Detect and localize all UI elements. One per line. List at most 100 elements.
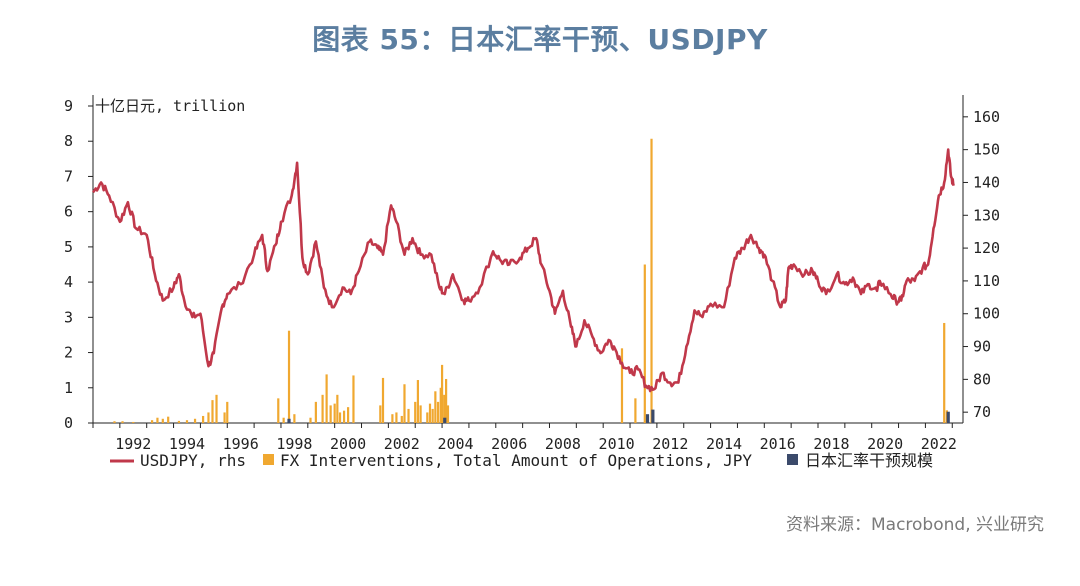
y-right-tick-label: 100 — [973, 305, 1000, 323]
x-tick-label: 1992 — [115, 435, 151, 453]
y-right-tick-label: 150 — [973, 141, 1000, 159]
fx-intervention-bar — [431, 408, 434, 423]
fx-intervention-bar — [419, 405, 422, 423]
fx-intervention-bar — [403, 384, 406, 423]
jp-intervention-bar — [287, 418, 291, 423]
fx-intervention-bar — [381, 377, 385, 423]
fx-intervention-bar — [223, 412, 226, 423]
x-tick-label: 1998 — [276, 435, 312, 453]
usdjpy-line — [91, 148, 955, 393]
fx-intervention-bar — [943, 322, 946, 423]
fx-intervention-bar — [177, 420, 181, 423]
fx-intervention-bar — [426, 412, 429, 423]
fx-intervention-bar — [207, 412, 210, 423]
fx-intervention-bar — [321, 394, 324, 423]
fx-intervention-bar — [121, 421, 124, 423]
y-left-tick-label: 7 — [64, 167, 73, 185]
fx-intervention-bar — [379, 405, 382, 423]
fx-intervention-bar — [436, 401, 440, 423]
fx-intervention-bar — [314, 401, 317, 423]
jp-intervention-bar — [645, 414, 650, 423]
x-tick-label: 1994 — [169, 435, 205, 453]
x-tick-label: 2008 — [545, 435, 581, 453]
fx-intervention-bar — [416, 380, 420, 423]
fx-intervention-bar — [445, 378, 448, 423]
y-right-tick-label: 140 — [973, 173, 1000, 191]
jp-intervention-bars — [287, 409, 950, 423]
fx-intervention-bar — [325, 374, 328, 423]
fx-intervention-bar — [443, 394, 446, 423]
x-tick-label: 2022 — [921, 435, 957, 453]
legend-fx-swatch — [263, 454, 274, 465]
fx-intervention-bar — [156, 417, 159, 423]
jp-intervention-bar — [443, 417, 447, 423]
fx-intervention-bar — [634, 398, 637, 423]
fx-intervention-bar — [215, 394, 218, 423]
y-left-tick-label: 6 — [64, 203, 73, 221]
fx-intervention-bar — [439, 387, 442, 423]
fx-intervention-bar — [643, 264, 646, 423]
y-right-tick-label: 70 — [973, 403, 991, 421]
chart-title: 图表 55：日本汇率干预、USDJPY — [312, 23, 768, 56]
usdjpy-line-group — [91, 148, 955, 393]
x-tick-label: 2000 — [330, 435, 366, 453]
source-note: 资料来源：Macrobond, 兴业研究 — [785, 515, 1044, 535]
fx-intervention-bar — [620, 348, 624, 423]
x-tick-label: 1996 — [223, 435, 259, 453]
y-left-axis-label: 十亿日元, trillion — [95, 97, 245, 115]
fx-intervention-bar — [336, 394, 339, 423]
x-tick-label: 2010 — [599, 435, 635, 453]
fx-intervention-bar — [309, 417, 312, 423]
x-tick-label: 2016 — [760, 435, 796, 453]
y-left-tick-label: 3 — [64, 308, 73, 326]
x-tick-label: 2006 — [491, 435, 527, 453]
fx-intervention-bar — [440, 364, 444, 423]
jp-intervention-bar — [651, 409, 655, 423]
fx-intervention-bar — [150, 420, 154, 423]
fx-intervention-bar — [201, 415, 205, 423]
fx-intervention-bar — [338, 412, 342, 423]
fx-intervention-bar — [167, 416, 170, 423]
x-tick-label: 2002 — [384, 435, 420, 453]
fx-intervention-bar — [293, 414, 296, 423]
fx-intervention-bar — [414, 401, 417, 423]
fx-intervention-bar — [428, 403, 432, 423]
fx-intervention-bar — [391, 414, 394, 423]
axis-labels: 十亿日元, trillion — [95, 97, 245, 115]
y-left-tick-label: 4 — [64, 273, 73, 291]
y-right-tick-label: 120 — [973, 239, 1000, 257]
y-left-tick-label: 2 — [64, 344, 73, 362]
fx-intervention-bar — [407, 408, 410, 423]
x-tick-label: 2014 — [706, 435, 742, 453]
y-right-tick-label: 90 — [973, 338, 991, 356]
fx-intervention-bars — [113, 138, 948, 424]
fx-intervention-bar — [282, 417, 285, 423]
fx-intervention-bar — [346, 407, 350, 423]
fx-intervention-bar — [211, 400, 214, 423]
plot-frame — [92, 95, 964, 424]
fx-intervention-bar — [650, 138, 653, 424]
fx-intervention-bar — [277, 398, 280, 423]
fx-intervention-bar — [161, 418, 164, 423]
x-tick-label: 2004 — [437, 435, 473, 453]
fx-intervention-bar — [185, 420, 189, 423]
x-tick-label: 2012 — [652, 435, 688, 453]
fx-intervention-bar — [434, 391, 437, 423]
y-right-tick-label: 110 — [973, 272, 1000, 290]
fx-intervention-bar — [226, 401, 229, 423]
fx-intervention-bar — [400, 415, 403, 423]
x-tick-label: 2018 — [813, 435, 849, 453]
fx-intervention-bar — [342, 410, 346, 423]
fx-intervention-bar — [395, 412, 398, 423]
fx-intervention-bar — [446, 405, 450, 423]
y-left-tick-label: 9 — [64, 97, 73, 115]
legend-fx-label: FX Interventions, Total Amount of Operat… — [280, 451, 752, 470]
legend: USDJPY, rhs FX Interventions, Total Amoun… — [110, 451, 933, 470]
axis-ticks: 0 1 2 3 4 5 6 7 8 9 70 80 90 100 110 120 130 140 150 160 199… — [64, 97, 1000, 453]
y-left-tick-label: 5 — [64, 238, 73, 256]
fx-intervention-bar — [287, 330, 291, 423]
fx-intervention-bar — [113, 421, 116, 423]
y-left-tick-label: 0 — [64, 414, 73, 432]
